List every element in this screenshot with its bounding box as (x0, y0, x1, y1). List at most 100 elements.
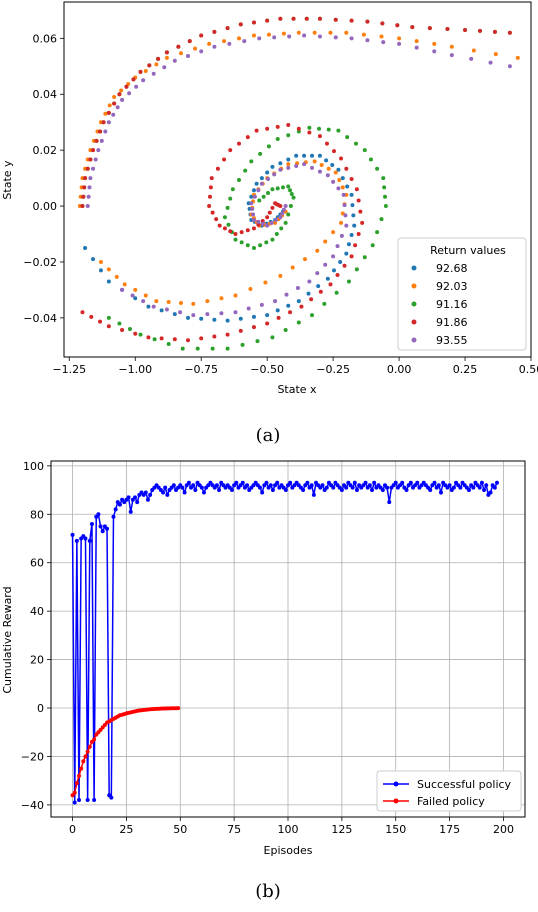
x-tick-label: 0.50 (519, 363, 538, 376)
data-point (346, 242, 351, 247)
data-point (302, 257, 307, 262)
y-tick-label: 0.04 (33, 88, 58, 101)
data-point (265, 313, 270, 318)
ylabel-a: State y (1, 160, 14, 200)
data-point (352, 480, 357, 485)
line-chart-b: 0 25 50 75 100 125 150 175 200 −40 −20 0 20 40 60 80 100… (1, 460, 526, 857)
data-point (488, 490, 493, 495)
data-point (103, 129, 108, 134)
data-point (256, 222, 261, 227)
data-point (309, 483, 314, 488)
data-point (317, 34, 322, 39)
data-point (98, 259, 103, 264)
data-point (330, 163, 335, 168)
data-point (172, 58, 177, 63)
data-point (103, 111, 108, 116)
data-point (87, 185, 92, 190)
data-point (251, 245, 256, 250)
data-point (400, 480, 405, 485)
data-point (98, 524, 103, 529)
data-point (320, 483, 325, 488)
data-point (280, 211, 285, 216)
data-point (362, 148, 367, 153)
data-point (272, 172, 277, 177)
data-point (143, 68, 148, 73)
data-point (350, 485, 355, 490)
data-point (410, 25, 415, 30)
data-point (251, 325, 256, 330)
data-point (356, 232, 361, 237)
y-tick-label: 20 (30, 654, 44, 667)
data-point (147, 63, 152, 68)
y-tick-label: −40 (21, 799, 44, 812)
data-point (265, 126, 270, 131)
data-point (214, 483, 219, 488)
scatter-chart-a: −1.25 −1.00 −0.75 −0.50 −0.25 0.00 0.25 0.50 −0.… (1, 1, 538, 396)
data-point (278, 161, 283, 166)
data-point (286, 184, 291, 189)
data-point (212, 44, 217, 49)
data-point (186, 54, 191, 59)
x-tick-label: 0.00 (387, 363, 412, 376)
data-point (156, 56, 161, 61)
data-point (130, 293, 135, 298)
data-point (291, 195, 296, 200)
data-point (318, 289, 323, 294)
data-point (237, 36, 242, 41)
data-point (328, 282, 333, 287)
data-point (265, 18, 270, 23)
data-point (98, 268, 103, 273)
data-point (325, 173, 330, 178)
data-point (354, 488, 359, 493)
data-point (210, 210, 215, 215)
data-point (215, 166, 220, 171)
data-point (288, 204, 293, 209)
data-point (266, 191, 271, 196)
data-point (432, 41, 437, 46)
data-point (164, 307, 169, 312)
data-point (325, 276, 330, 281)
data-point (267, 210, 272, 215)
data-point (362, 255, 367, 260)
data-point (270, 335, 275, 340)
data-point (278, 204, 283, 209)
data-point (256, 188, 261, 193)
legend-label: Successful policy (417, 778, 512, 791)
data-point (432, 49, 437, 54)
data-point (278, 16, 283, 21)
data-point (219, 296, 224, 301)
data-point (296, 129, 301, 134)
data-point (251, 188, 256, 193)
data-point (228, 229, 233, 234)
data-point (106, 267, 111, 272)
data-point (143, 293, 148, 298)
data-point (375, 230, 380, 235)
data-point (251, 33, 256, 38)
xlabel-a: State x (277, 383, 317, 396)
data-point (275, 186, 280, 191)
data-point (96, 512, 101, 517)
data-point (328, 30, 333, 35)
data-point (193, 488, 198, 493)
data-point (92, 737, 97, 742)
data-point (119, 88, 124, 93)
data-point (264, 240, 269, 245)
data-point (278, 215, 283, 220)
data-point (349, 18, 354, 23)
data-point (479, 480, 484, 485)
data-point (264, 480, 269, 485)
data-point (152, 337, 157, 342)
legend-box (397, 237, 527, 351)
data-point (217, 223, 222, 228)
data-point (344, 166, 349, 171)
data-point (98, 129, 103, 134)
data-point (351, 213, 356, 218)
data-point (370, 243, 375, 248)
data-point (166, 300, 171, 305)
data-point (484, 483, 489, 488)
x-tick-label: −1.00 (118, 363, 152, 376)
data-point (210, 346, 215, 351)
data-point (334, 290, 339, 295)
data-point (336, 128, 341, 133)
